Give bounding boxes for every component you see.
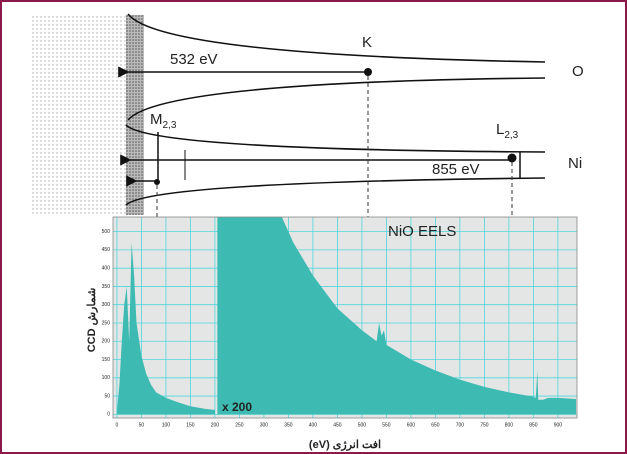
x-tick-label: 700 — [456, 422, 465, 428]
k-dot — [364, 68, 372, 76]
l-dot — [507, 153, 517, 163]
plot: 0 50 100 150 200 250 300 350 400 450 500 550 600 650 7… — [102, 216, 578, 428]
x-axis-label: افت انرژی (eV) — [309, 439, 381, 451]
x-tick-label: 250 — [235, 422, 244, 428]
solid-region — [30, 15, 126, 215]
x-tick-label: 50 — [139, 422, 145, 428]
y-tick-label: 200 — [102, 339, 111, 345]
o-level-upper — [127, 13, 546, 63]
y-tick-label: 50 — [104, 393, 110, 399]
l-energy: 855 eV — [432, 161, 480, 178]
y-tick-label: 450 — [102, 247, 111, 253]
y-axis-label: شمارش CCD — [86, 288, 98, 353]
y-tick-label: 250 — [102, 320, 111, 326]
x-tick-label: 0 — [116, 422, 119, 428]
x-tick-label: 100 — [162, 422, 171, 428]
x-tick-label: 750 — [480, 422, 489, 428]
y-tick-label: 0 — [107, 412, 110, 418]
ni-level-upper — [125, 124, 546, 153]
ni-level-lower — [125, 177, 546, 206]
x-tick-label: 300 — [260, 422, 269, 428]
x-tick-label: 350 — [284, 422, 293, 428]
chart-title: NiO EELS — [388, 223, 456, 240]
x-tick-label: 900 — [554, 422, 563, 428]
o-level-lower — [127, 77, 546, 121]
x-tick-label: 500 — [358, 422, 367, 428]
l-label: L2,3 — [496, 121, 519, 141]
m-label: M2,3 — [150, 111, 177, 131]
x-tick-label: 150 — [186, 422, 195, 428]
y-tick-label: 150 — [102, 357, 111, 363]
spectrum-area — [116, 217, 577, 415]
y-tick-label: 100 — [102, 375, 111, 381]
o-label: O — [572, 63, 584, 80]
y-tick-label: 400 — [102, 265, 111, 271]
ni-label: Ni — [568, 155, 582, 172]
k-energy: 532 eV — [170, 51, 218, 68]
plot-border — [112, 216, 578, 419]
annotation: x 200 — [222, 400, 252, 414]
y-tick-label: 300 — [102, 302, 111, 308]
k-label: K — [362, 34, 372, 51]
level-diagram: 532 eV K O M2,3 L2,3 855 eV Ni — [30, 13, 584, 400]
x-tick-label: 200 — [211, 422, 220, 428]
x-tick-label: 850 — [529, 422, 538, 428]
x-tick-label: 450 — [333, 422, 342, 428]
m-dot — [154, 179, 160, 185]
y-tick-label: 500 — [102, 229, 111, 235]
x-tick-label: 550 — [382, 422, 391, 428]
x-tick-label: 600 — [407, 422, 416, 428]
y-tick-label: 350 — [102, 284, 111, 290]
x-tick-label: 650 — [431, 422, 440, 428]
x-tick-label: 400 — [309, 422, 318, 428]
x-tick-label: 800 — [505, 422, 514, 428]
